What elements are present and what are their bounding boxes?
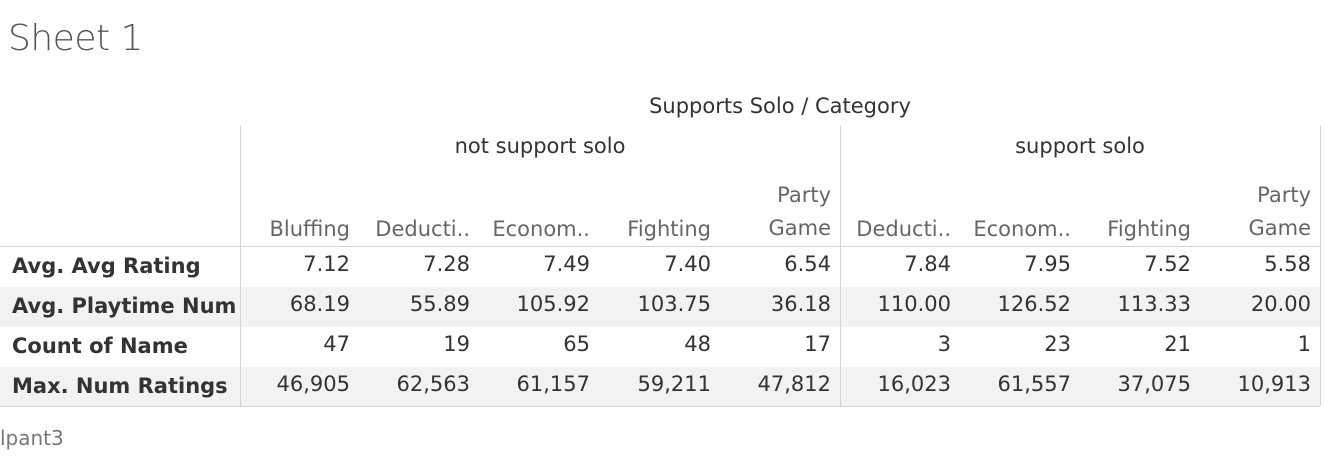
table-cell: 113.33 <box>1117 292 1191 316</box>
column-header: Bluffing <box>269 217 351 241</box>
table-cell: 16,023 <box>877 372 951 396</box>
table-cell: 17 <box>804 332 831 356</box>
table-right-border <box>1320 126 1321 406</box>
column-header: Deducti.. <box>856 217 951 241</box>
table-cell: 126.52 <box>997 292 1071 316</box>
footer-text: lpant3 <box>0 426 64 450</box>
table-cell: 37,075 <box>1117 372 1191 396</box>
row-band <box>0 367 1320 407</box>
table-cell: 47,812 <box>757 372 831 396</box>
header-divider <box>240 126 241 406</box>
table-cell: 21 <box>1164 332 1191 356</box>
row-label: Max. Num Ratings <box>12 374 228 398</box>
column-header: Fighting <box>1107 217 1191 241</box>
table-cell: 55.89 <box>409 292 470 316</box>
table-cell: 47 <box>323 332 350 356</box>
table-cell: 7.40 <box>664 252 711 276</box>
header-bottom-border <box>0 246 1320 247</box>
table-cell: 7.28 <box>423 252 470 276</box>
table-cell: 23 <box>1044 332 1071 356</box>
group-divider <box>840 126 841 406</box>
sheet-title: Sheet 1 <box>8 18 143 59</box>
table-cell: 7.12 <box>303 252 350 276</box>
table-cell: 7.84 <box>904 252 951 276</box>
group-header: not support solo <box>454 134 626 158</box>
table-cell: 110.00 <box>877 292 951 316</box>
table-cell: 46,905 <box>276 372 350 396</box>
table-cell: 48 <box>684 332 711 356</box>
group-header: support solo <box>1015 134 1145 158</box>
table-cell: 5.58 <box>1264 252 1311 276</box>
row-label: Count of Name <box>12 334 188 358</box>
table-cell: 103.75 <box>637 292 711 316</box>
table-cell: 62,563 <box>396 372 470 396</box>
row-band <box>0 287 1320 327</box>
table-cell: 7.49 <box>543 252 590 276</box>
table-cell: 61,157 <box>516 372 590 396</box>
table-cell: 1 <box>1297 332 1311 356</box>
table-cell: 61,557 <box>997 372 1071 396</box>
table-cell: 6.54 <box>784 252 831 276</box>
table-cell: 59,211 <box>637 372 711 396</box>
table-cell: 3 <box>937 332 951 356</box>
table-cell: 20.00 <box>1250 292 1311 316</box>
row-label: Avg. Playtime Num <box>12 294 237 318</box>
table-cell: 36.18 <box>770 292 831 316</box>
table-cell: 68.19 <box>289 292 350 316</box>
table-cell: 7.95 <box>1024 252 1071 276</box>
column-header: Econom.. <box>973 217 1071 241</box>
column-header: Deducti.. <box>375 217 470 241</box>
column-header-title: Supports Solo / Category <box>649 94 911 118</box>
table-cell: 10,913 <box>1237 372 1311 396</box>
table-bottom-border <box>0 406 1320 407</box>
row-label: Avg. Avg Rating <box>12 254 201 278</box>
table-cell: 19 <box>443 332 470 356</box>
table-cell: 65 <box>563 332 590 356</box>
table-cell: 105.92 <box>516 292 590 316</box>
column-header: Fighting <box>627 217 711 241</box>
column-header: Party Game <box>768 183 831 240</box>
column-header: Party Game <box>1248 183 1311 240</box>
table-cell: 7.52 <box>1144 252 1191 276</box>
column-header: Econom.. <box>492 217 590 241</box>
